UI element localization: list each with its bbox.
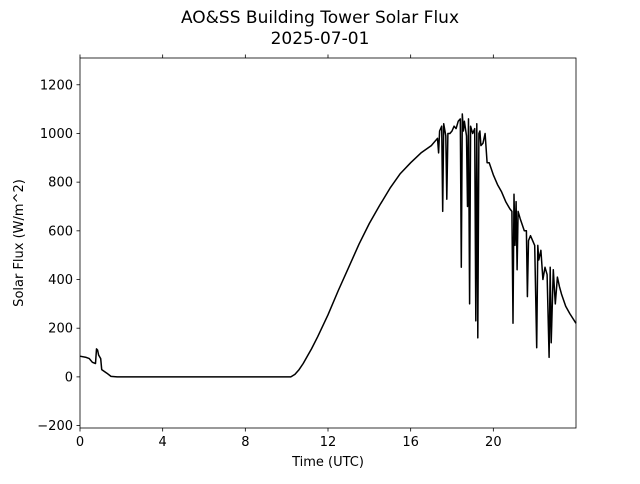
y-tick-label: 1000 (40, 127, 73, 142)
x-tick-label: 0 (76, 435, 84, 450)
y-tick-label: 400 (48, 273, 73, 288)
x-tick-label: 8 (241, 435, 249, 450)
chart-title: AO&SS Building Tower Solar Flux (181, 8, 459, 28)
y-tick-label: 800 (48, 176, 73, 191)
y-axis-ticks: −200 0 200 400 600 800 1000 1200 (37, 78, 80, 434)
y-tick-label: 200 (48, 322, 73, 337)
x-tick-label: 12 (320, 435, 337, 450)
plot-area (79, 113, 577, 378)
y-tick-label: 1200 (40, 78, 73, 93)
x-axis-ticks: 0 4 8 12 16 20 (76, 54, 502, 450)
chart-subtitle: 2025-07-01 (271, 29, 370, 49)
series-line-0 (79, 113, 577, 378)
x-tick-label: 16 (402, 435, 419, 450)
x-axis-label: Time (UTC) (291, 455, 364, 470)
y-tick-label: −200 (37, 419, 73, 434)
plot-frame (79, 57, 577, 429)
x-tick-label: 20 (485, 435, 502, 450)
y-axis-label: Solar Flux (W/m^2) (12, 179, 27, 307)
y-tick-label: 600 (48, 224, 73, 239)
x-tick-label: 4 (159, 435, 167, 450)
y-tick-label: 0 (65, 370, 73, 385)
